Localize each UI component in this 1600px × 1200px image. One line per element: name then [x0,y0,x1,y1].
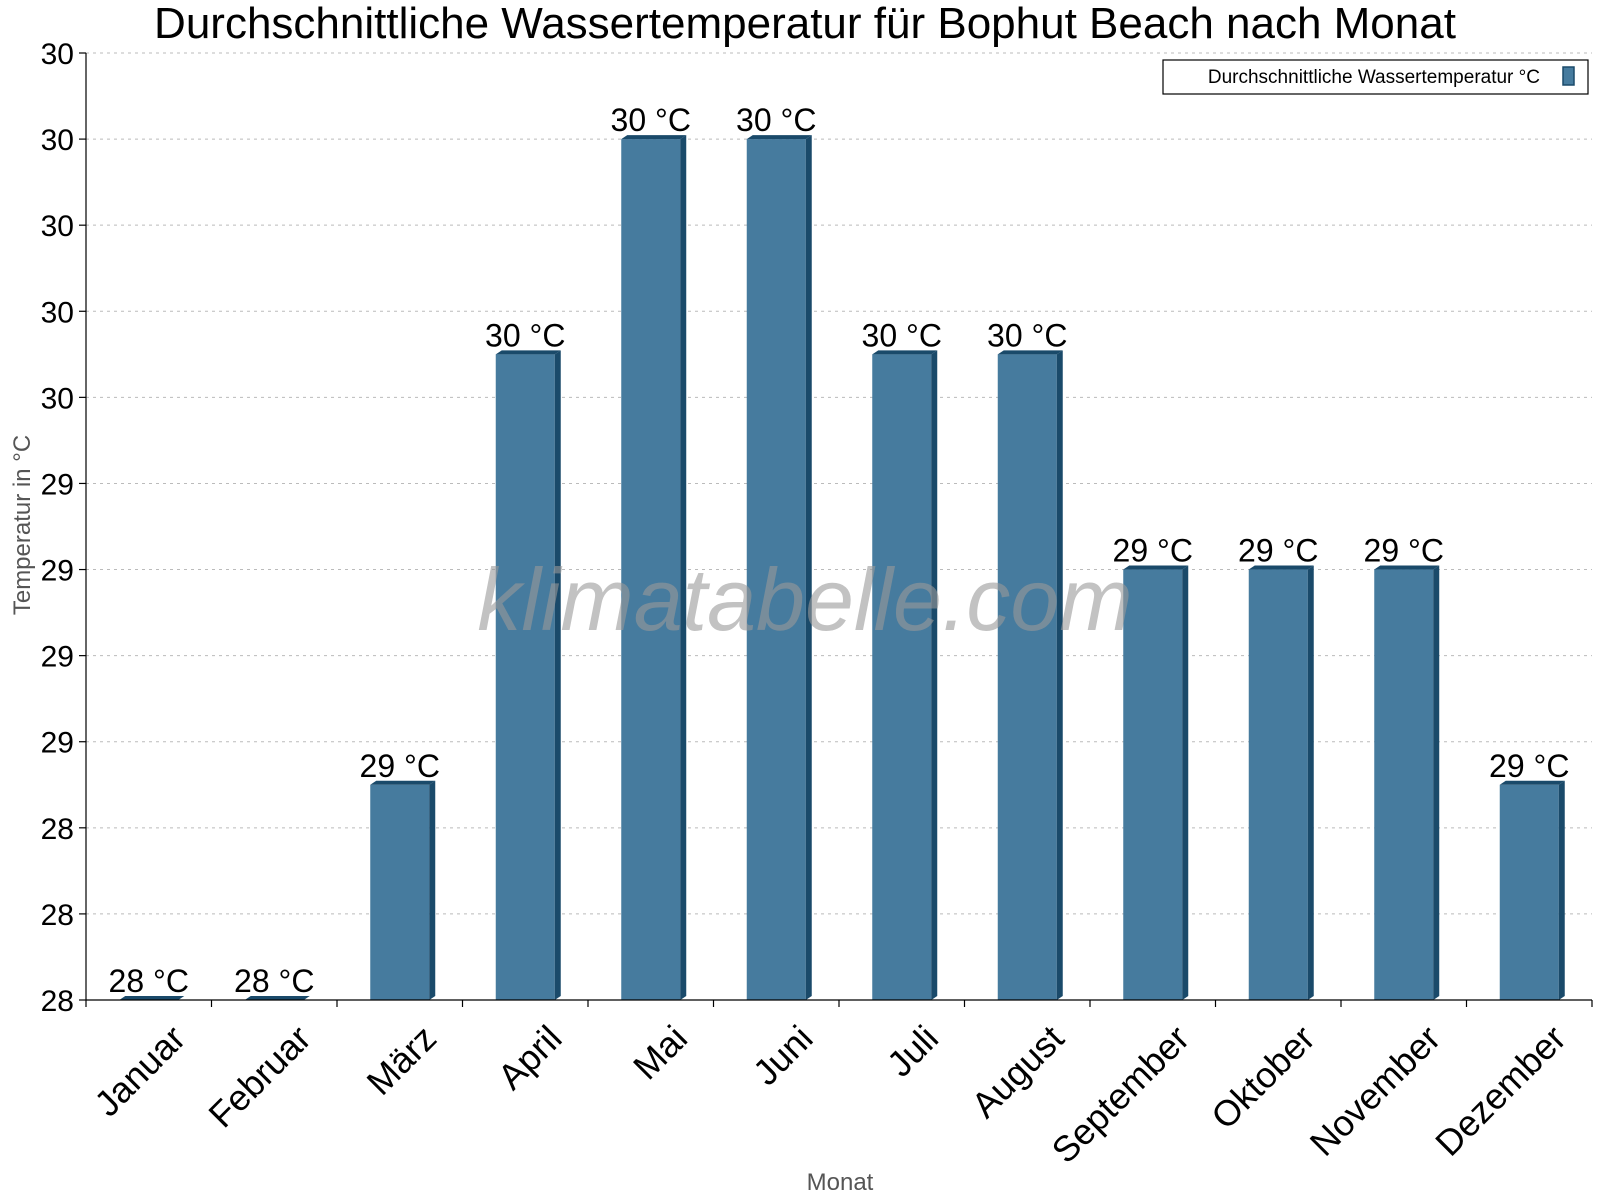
x-tick-label: September [1044,1017,1198,1171]
bar-front [1374,569,1434,1000]
bar [997,350,1063,1000]
data-label: 29 °C [360,748,440,784]
y-tick-label: 28 [41,985,74,1018]
bar-front [370,784,430,1000]
bar [1499,780,1565,1000]
data-label: 28 °C [109,963,189,999]
bar-side [805,135,812,1000]
x-tick-label: Dezember [1427,1017,1573,1163]
x-tick-label: März [359,1017,445,1103]
x-tick-label: August [963,1017,1071,1125]
y-tick-label: 30 [41,124,74,157]
y-tick-label: 28 [41,813,74,846]
watermark: klimatabelle.com [477,550,1132,649]
data-label: 29 °C [1113,533,1193,569]
bar [1374,565,1440,1000]
bar-top [997,350,1063,355]
y-tick-label: 29 [41,727,74,760]
bar [746,135,812,1000]
x-tick-label: Januar [86,1017,193,1124]
bar-side [1056,350,1063,1000]
data-label: 30 °C [611,102,691,138]
bar-side [1433,565,1440,1000]
x-tick-label: Oktober [1203,1017,1323,1137]
bar-top [495,350,561,355]
x-tick-label: Mai [625,1017,695,1087]
data-label: 29 °C [1238,533,1318,569]
data-label: 30 °C [862,317,942,353]
bar-side [680,135,687,1000]
bar [1123,565,1189,1000]
grid-lines [86,52,1592,915]
legend-box [1162,59,1589,95]
x-tick-label: Juni [745,1017,821,1093]
bar-front [495,354,555,1000]
chart-title: Durchschnittliche Wassertemperatur für B… [154,0,1456,48]
bar [1248,565,1314,1000]
bar-side [429,780,436,1000]
y-tick-label: 30 [41,210,74,243]
y-tick-label: 28 [41,899,74,932]
bar-top [621,135,687,140]
bar-top [244,996,310,1000]
y-axis-label: Temperatur in °C [9,435,36,615]
y-tick-label: 30 [41,296,74,329]
bar-front [872,354,932,1000]
data-labels: 28 °C 28 °C 29 °C 30 °C 30 °C 30 °C 30 °C 30 °C… [109,102,1570,999]
bar-side [1558,780,1565,1000]
x-tick-label: November [1302,1017,1448,1163]
x-tick-label: Juli [879,1017,946,1084]
bar-front [746,139,806,1000]
y-tick-label: 29 [41,468,74,501]
data-label: 30 °C [736,102,816,138]
bar-top [119,996,185,1000]
bar [244,996,310,1000]
bar-top [1374,565,1440,570]
bar-top [1248,565,1314,570]
bar-front [1499,784,1559,1000]
y-tick-label: 30 [41,382,74,415]
bar-side [554,350,561,1000]
x-tick-label: April [490,1017,570,1097]
bar-top [370,780,436,785]
legend: Durchschnittliche Wassertemperatur °C [1162,59,1589,95]
bar-top [746,135,812,140]
bar-front [997,354,1057,1000]
bar-top [1123,565,1189,570]
y-tick-label: 29 [41,641,74,674]
data-label: 30 °C [485,317,565,353]
bar-side [1307,565,1314,1000]
y-tick-label: 30 [41,38,74,71]
x-axis-label: Monat [807,1169,874,1196]
bar-top [1499,780,1565,785]
bar-front [621,139,681,1000]
bar-front [1123,569,1183,1000]
legend-label: Durchschnittliche Wassertemperatur °C [1208,67,1540,88]
legend-swatch [1562,66,1575,86]
bars [119,135,1565,1000]
bar-side [1182,565,1189,1000]
data-label: 28 °C [234,963,314,999]
y-tick-label: 29 [41,555,74,588]
bar [872,350,938,1000]
bar [495,350,561,1000]
bar-top [872,350,938,355]
bar-side [931,350,938,1000]
bar [621,135,687,1000]
bar [119,996,185,1000]
data-label: 30 °C [987,317,1067,353]
data-label: 29 °C [1489,748,1569,784]
bar [370,780,436,1000]
data-label: 29 °C [1364,533,1444,569]
bar-front [1248,569,1308,1000]
x-tick-label: Februar [200,1017,318,1135]
